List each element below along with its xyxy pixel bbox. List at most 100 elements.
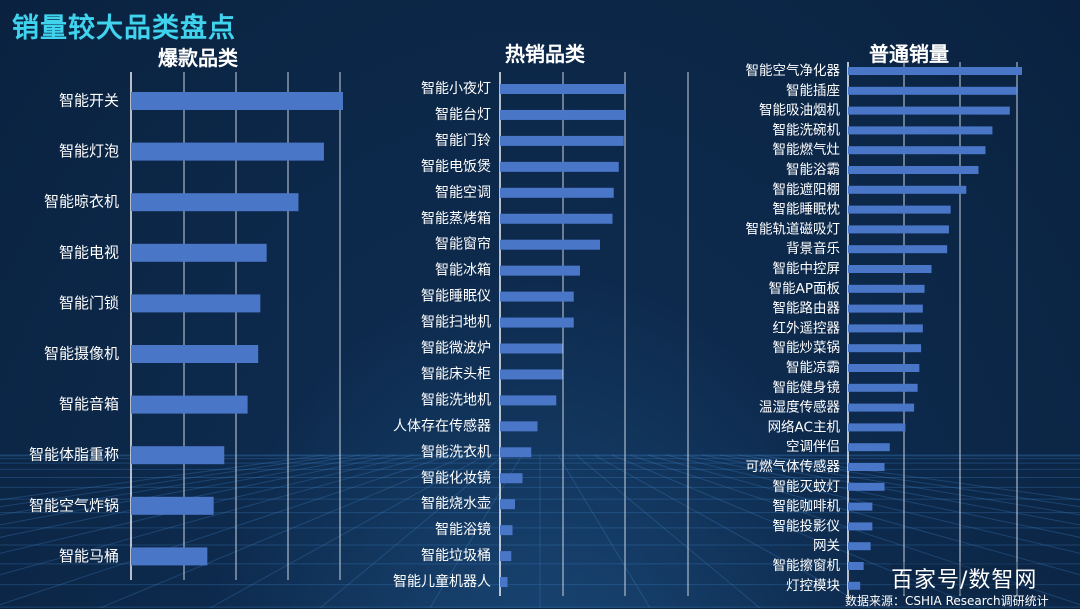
bar	[848, 166, 979, 174]
category-label: 智能睡眠仪	[421, 289, 491, 305]
bar	[500, 239, 600, 250]
bar	[500, 161, 619, 172]
floor-line	[683, 454, 1080, 538]
bar	[848, 245, 948, 254]
category-label: 智能开关	[59, 92, 119, 110]
category-label: 智能摄像机	[44, 345, 119, 363]
panel-title-best-sellers: 热销品类	[505, 42, 585, 66]
bar	[500, 84, 625, 94]
floor-line	[647, 454, 1080, 576]
category-label: 智能遮阳棚	[773, 182, 841, 198]
category-label: 智能洗地机	[421, 392, 491, 408]
category-label: 红外遥控器	[773, 320, 841, 336]
floor-line	[0, 454, 325, 501]
bar	[131, 294, 261, 313]
bar	[131, 92, 343, 110]
category-label: 智能门锁	[59, 294, 119, 312]
category-label: 智能台灯	[435, 107, 491, 123]
category-label: 人体存在传感器	[393, 417, 491, 434]
floor-line	[0, 454, 415, 554]
category-label: 智能路由器	[773, 301, 841, 317]
bar	[500, 317, 574, 328]
category-label: 智能空调	[435, 185, 491, 201]
bar	[131, 142, 324, 161]
category-label: 智能电饭煲	[421, 158, 491, 175]
bar	[848, 106, 1010, 115]
floor-line	[557, 454, 651, 608]
bar	[131, 193, 299, 212]
category-label: 智能蒸烤箱	[421, 211, 491, 227]
bar	[848, 86, 1017, 95]
bar	[131, 496, 214, 515]
bar	[848, 502, 873, 511]
floor-line	[755, 454, 1080, 501]
category-label: 智能擦窗机	[773, 557, 841, 574]
bar	[131, 243, 267, 262]
bar	[500, 577, 508, 588]
bar	[500, 369, 563, 380]
bar	[848, 284, 925, 293]
bar	[500, 135, 624, 146]
bar	[848, 364, 920, 372]
category-label: 智能儿童机器人	[393, 573, 491, 590]
brand-watermark: 百家号/数智网	[891, 562, 1038, 594]
bar	[500, 447, 532, 458]
floor-line	[0, 454, 397, 538]
bar	[131, 395, 248, 414]
category-label: 智能洗衣机	[421, 444, 491, 460]
category-label: 智能扫地机	[421, 315, 491, 331]
chart-regular-sales: 智能空气净化器智能插座智能吸油烟机智能洗碗机智能燃气灶智能浴霸智能遮阳棚智能睡眠…	[746, 62, 1022, 596]
category-label: 网络AC主机	[768, 419, 841, 435]
category-label: 智能化妆镜	[421, 470, 491, 486]
category-label: 智能浴镜	[435, 522, 491, 538]
bar	[848, 383, 918, 392]
bar	[500, 213, 613, 224]
category-label: 智能吸油烟机	[759, 103, 840, 119]
category-label: 智能轨道磁吸灯	[746, 221, 841, 237]
category-label: 智能烧水壶	[421, 496, 491, 512]
category-label: 智能微波炉	[421, 341, 491, 357]
category-label: 智能马桶	[59, 547, 119, 565]
floor-line	[629, 454, 1080, 606]
category-label: 可燃气体传感器	[746, 458, 841, 475]
category-label: 智能空气炸锅	[29, 496, 119, 514]
bar	[500, 187, 614, 198]
bar	[848, 225, 949, 234]
bar	[848, 324, 923, 333]
floor-line	[0, 454, 361, 516]
bar	[848, 185, 967, 194]
floor-line	[0, 454, 451, 606]
category-label: 智能灭蚊灯	[773, 479, 841, 495]
bar	[500, 395, 557, 406]
category-label: 智能中控屏	[773, 261, 841, 277]
bar	[848, 265, 932, 273]
category-label: 背景音乐	[786, 240, 840, 257]
category-label: 智能AP面板	[769, 281, 841, 297]
category-label: 智能电视	[59, 243, 119, 261]
category-label: 智能冰箱	[435, 263, 491, 279]
category-label: 智能插座	[786, 83, 840, 99]
panel-title-regular-sales: 普通销量	[869, 42, 949, 66]
bar	[500, 525, 513, 536]
bar	[131, 547, 208, 566]
floor-line	[575, 454, 761, 608]
page-title: 销量较大品类盘点	[12, 13, 236, 44]
bar	[500, 421, 538, 432]
bar	[848, 463, 885, 471]
floor-line	[0, 454, 343, 508]
bar	[848, 522, 873, 531]
category-label: 灯控模块	[786, 578, 840, 594]
floor-line	[0, 454, 379, 526]
category-label: 智能浴霸	[786, 162, 840, 178]
floor-line	[701, 454, 1080, 526]
bar	[131, 345, 259, 363]
category-label: 空调伴侣	[786, 439, 840, 455]
floor-line	[719, 454, 1080, 516]
bar	[500, 343, 563, 354]
floor-line	[319, 454, 505, 608]
category-label: 智能床头柜	[421, 366, 491, 382]
bar	[848, 126, 993, 135]
category-label: 智能窗帘	[435, 236, 491, 253]
category-label: 智能洗碗机	[773, 122, 841, 138]
bar	[848, 581, 861, 590]
